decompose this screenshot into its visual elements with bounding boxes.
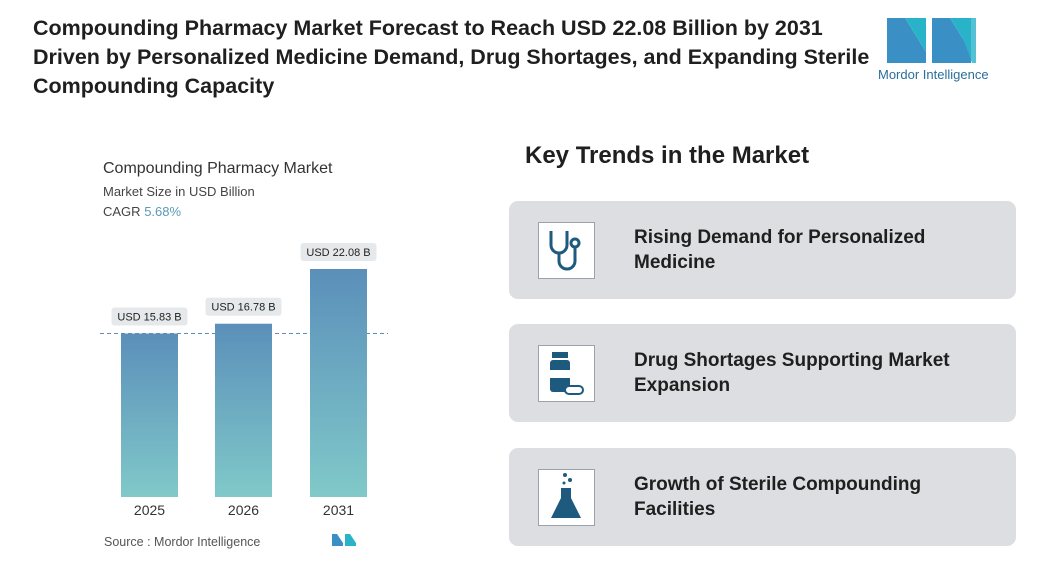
value-label-bg	[111, 307, 188, 326]
cagr-label: CAGR	[103, 204, 141, 219]
trends-title: Key Trends in the Market	[525, 142, 810, 169]
logo	[887, 18, 976, 63]
title: Compounding Pharmacy Market Forecast to …	[33, 16, 870, 98]
flask-icon	[551, 473, 581, 518]
x-tick-label: 2025	[134, 502, 165, 518]
chart-title: Compounding Pharmacy Market	[103, 160, 333, 177]
trend-card: Growth of Sterile Compounding Facilities	[509, 448, 1016, 546]
trend-text: Rising Demand for Personalized Medicine	[634, 227, 926, 273]
source-logo	[332, 534, 356, 546]
trend-text: Drug Shortages Supporting Market Expansi…	[634, 350, 950, 396]
value-label: USD 15.83 B	[117, 312, 181, 324]
value-label-bg	[300, 243, 377, 261]
source: Source : Mordor Intelligence	[104, 535, 260, 549]
trend-card: Drug Shortages Supporting Market Expansi…	[509, 324, 1016, 422]
trend-text: Growth of Sterile Compounding Facilities	[634, 474, 922, 520]
trend-card: Rising Demand for Personalized Medicine	[509, 201, 1016, 299]
icon	[538, 222, 595, 279]
source-label: Source :	[104, 535, 151, 549]
bar	[215, 323, 272, 497]
bar	[310, 269, 367, 497]
chart-subtitle: Market Size in USD Billion	[103, 184, 255, 199]
bar	[121, 333, 178, 497]
source-name: Mordor Intelligence	[154, 535, 261, 549]
value-label: USD 16.78 B	[211, 302, 275, 314]
cagr-value: 5.68%	[144, 204, 182, 219]
x-tick-label: 2026	[228, 502, 259, 518]
logo-text: Mordor Intelligence	[878, 67, 989, 82]
icon	[538, 469, 595, 526]
cagr: CAGR 5.68%	[103, 204, 181, 219]
icon	[538, 345, 595, 402]
bottle-icon	[550, 352, 584, 395]
stethoscope-icon	[549, 231, 581, 271]
value-label: USD 22.08 B	[306, 247, 370, 259]
x-tick-label: 2031	[323, 502, 354, 518]
value-label-bg	[205, 297, 282, 316]
